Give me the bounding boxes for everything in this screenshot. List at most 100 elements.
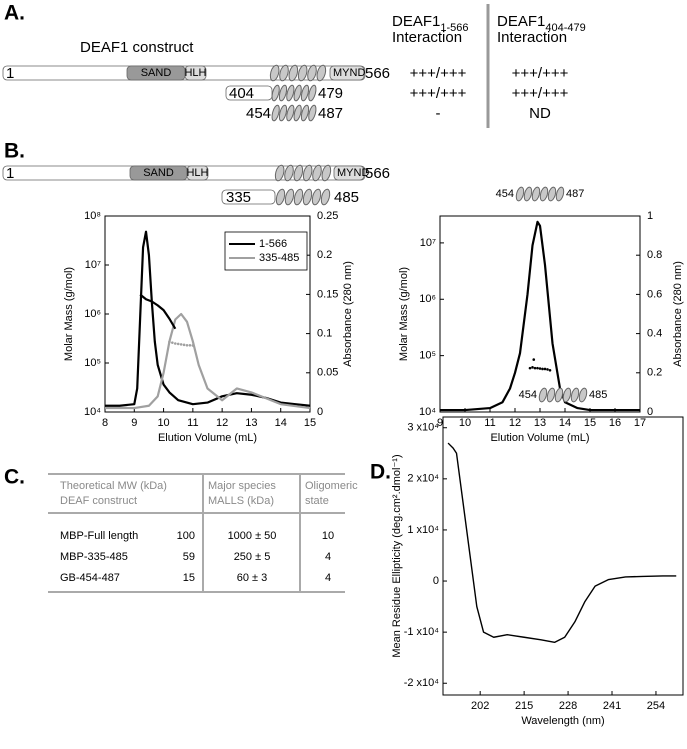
x-axis-label: Wavelength (nm) [521,715,604,727]
helix-coil [284,188,295,206]
y-tick-label: 2 x10⁴ [407,473,439,485]
x-tick-label: 254 [647,700,665,712]
y2-tick-label: 0 [317,406,323,418]
y-tick-label: 10⁷ [85,259,101,271]
chart-title-start: 454 [519,389,537,401]
legend-label: 1-566 [259,238,287,250]
panel-label: B. [4,140,25,163]
construct-end: 566 [365,165,390,182]
header-name: DEAF1 [392,13,440,30]
data-point [546,368,549,371]
table-cell: 59 [183,551,195,563]
construct-end: 479 [318,85,343,102]
domain-label: HLH [186,167,208,179]
helix-coil [278,104,288,122]
helix-coil [271,104,280,122]
x-tick-label: 10 [459,417,471,429]
data-line [447,442,677,644]
chart-title-start: 454 [496,188,514,200]
x-axis-label: Elution Volume (mL) [158,432,257,444]
x-tick-label: 17 [634,417,646,429]
data-point [548,368,552,372]
table-cell: 100 [177,530,195,542]
header-subscript: 404-479 [545,22,585,34]
x-tick-label: 241 [603,700,621,712]
helix-coil [311,188,322,206]
table-cell: 10 [322,530,334,542]
x-tick-label: 12 [216,417,228,429]
interaction: - [436,105,441,122]
helix-coil [275,188,286,206]
y2-tick-label: 0.05 [317,367,338,379]
hlh-domain [184,65,207,81]
table-cell: 60 ± 3 [237,572,268,584]
data-line [139,293,177,330]
construct-start: 404 [229,85,254,102]
y-axis-label: Molar Mass (g/mol) [398,267,410,361]
chart-title-end: 487 [566,188,584,200]
x-tick-label: 13 [245,417,257,429]
helix-coil [278,84,288,102]
mynd-domain [329,65,365,81]
helix-coil [578,387,588,403]
x-tick-label: 15 [304,417,316,429]
x-tick-label: 9 [437,417,443,429]
helix-coil [546,387,556,403]
y-tick-label: 10⁵ [419,350,436,362]
plot-frame [439,215,641,413]
domain-label: MYND [337,167,369,179]
x-tick-label: 14 [275,417,287,429]
panel-label: D. [370,461,391,484]
helix-coil [293,104,302,122]
data-line [105,312,311,410]
table-header: DEAF construct [60,495,137,507]
y-tick-label: -2 x10⁴ [404,677,440,689]
helix-coil [538,387,548,403]
x-tick-label: 13 [534,417,546,429]
x-tick-label: 202 [471,700,489,712]
x-tick-label: 215 [515,700,533,712]
helix-coil [531,186,541,202]
helix-coil [293,188,304,206]
helix-coil [515,186,525,202]
x-tick-label: 8 [102,417,108,429]
legend-box [224,231,308,271]
construct-title: DEAF1 construct [80,39,194,56]
y-tick-label: -1 x10⁴ [404,626,440,638]
data-point [168,340,171,344]
y2-tick-label: 0.4 [647,328,662,340]
data-point [171,341,174,344]
column-header: DEAF1404-479 [497,13,586,34]
y-axis-label: Mean Residue Ellipticity (deg.cm².dmol⁻¹… [391,454,403,657]
table-header: state [305,495,329,507]
table-cell: 4 [325,572,331,584]
data-point [173,342,177,345]
column-subtitle: Interaction [392,29,462,46]
helix-coil [284,164,294,182]
helix-coil [274,164,285,182]
y2-tick-label: 0.15 [317,288,338,300]
mynd-domain [333,165,365,181]
table-cell: 1000 ± 50 [228,530,277,542]
table-cell: MBP-335-485 [60,551,128,563]
data-point [541,367,544,371]
hlh-domain [186,165,209,181]
table-cell: MBP-Full length [60,530,138,542]
construct-start: 454 [246,105,271,122]
x-tick-label: 16 [609,417,621,429]
data-point [532,358,536,361]
plot-frame [442,416,684,696]
y2-axis-label: Absorbance (280 nm) [342,261,354,367]
x-axis-label: Elution Volume (mL) [490,432,589,444]
construct-start: 1 [6,65,14,82]
y-tick-label: 3 x10⁴ [407,422,439,434]
helix-coil [293,84,302,102]
y2-tick-label: 0.2 [647,367,662,379]
helix-coil [523,186,533,202]
data-point [179,343,183,346]
construct-end: 485 [334,189,359,206]
y2-tick-label: 1 [647,210,653,222]
legend-label: 335-485 [259,252,299,264]
x-tick-label: 14 [559,417,571,429]
